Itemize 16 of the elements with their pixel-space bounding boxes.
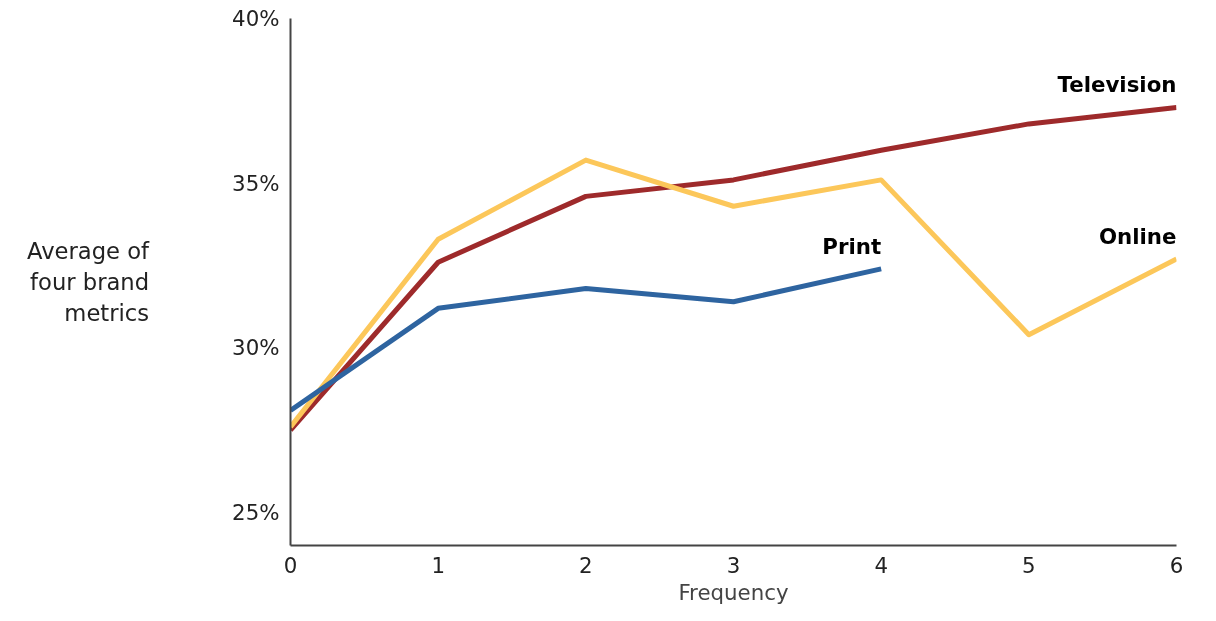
series-label: Online — [1098, 223, 1177, 249]
x-tick-label: 3 — [726, 552, 741, 578]
x-axis-title: Frequency — [678, 579, 789, 605]
x-tick-label: 5 — [1022, 552, 1036, 578]
x-tick-label: 1 — [431, 552, 445, 578]
y-tick-label: 30% — [232, 335, 280, 361]
series-label: Television — [1057, 72, 1177, 98]
y-axis-title: Average of four brand metrics — [27, 237, 151, 327]
y-tick-label: 25% — [232, 500, 280, 526]
series-label: Print — [822, 233, 882, 259]
x-tick-label: 6 — [1169, 552, 1184, 578]
x-tick-label: 2 — [579, 552, 593, 578]
x-tick-label: 0 — [283, 552, 298, 578]
y-tick-label: 35% — [232, 170, 280, 196]
y-tick-label: 40% — [232, 6, 280, 31]
x-tick-label: 4 — [874, 552, 888, 578]
